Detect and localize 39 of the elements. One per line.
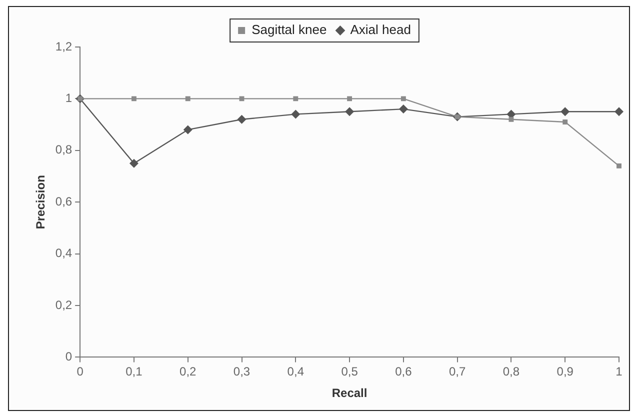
point bbox=[508, 116, 514, 122]
x-tick-label: 0,3 bbox=[233, 364, 250, 379]
legend-label: Axial head bbox=[350, 22, 411, 38]
point bbox=[183, 125, 192, 134]
x-tick-label: 1 bbox=[616, 364, 623, 379]
point bbox=[293, 96, 298, 102]
point bbox=[560, 107, 570, 116]
x-tick-label: 0,6 bbox=[395, 364, 412, 379]
y-tick-label: 1,2 bbox=[55, 39, 72, 54]
y-tick-label: 1 bbox=[65, 91, 72, 106]
y-tick-label: 0,4 bbox=[55, 246, 72, 260]
x-tick-label: 0,4 bbox=[287, 364, 304, 379]
point bbox=[345, 107, 354, 116]
point bbox=[398, 104, 408, 114]
point bbox=[237, 114, 246, 124]
x-tick-label: 0,8 bbox=[502, 364, 520, 379]
x-tick-label: 0,2 bbox=[180, 364, 197, 379]
point bbox=[129, 158, 138, 168]
y-tick-label: 0,8 bbox=[55, 142, 72, 157]
x-tick-label: 0 bbox=[76, 364, 84, 379]
point bbox=[400, 96, 406, 102]
x-axis-title: Recall bbox=[332, 386, 368, 400]
x-tick-label: 0,9 bbox=[556, 364, 574, 379]
point bbox=[562, 119, 568, 124]
x-tick-label: 0,1 bbox=[126, 364, 143, 379]
point bbox=[291, 110, 300, 119]
point bbox=[614, 107, 624, 116]
point bbox=[132, 96, 136, 102]
point bbox=[616, 163, 622, 168]
x-tick-label: 0,5 bbox=[341, 364, 358, 379]
legend-label: Sagittal knee bbox=[252, 22, 327, 38]
point bbox=[185, 96, 190, 102]
y-tick-label: 0,2 bbox=[55, 298, 72, 312]
x-tick-label: 0,7 bbox=[448, 364, 466, 379]
y-tick-label: 0 bbox=[65, 350, 72, 364]
point bbox=[347, 96, 352, 102]
point bbox=[239, 96, 244, 102]
y-axis-title: Precision bbox=[34, 175, 48, 230]
y-tick-label: 0,6 bbox=[55, 194, 72, 208]
